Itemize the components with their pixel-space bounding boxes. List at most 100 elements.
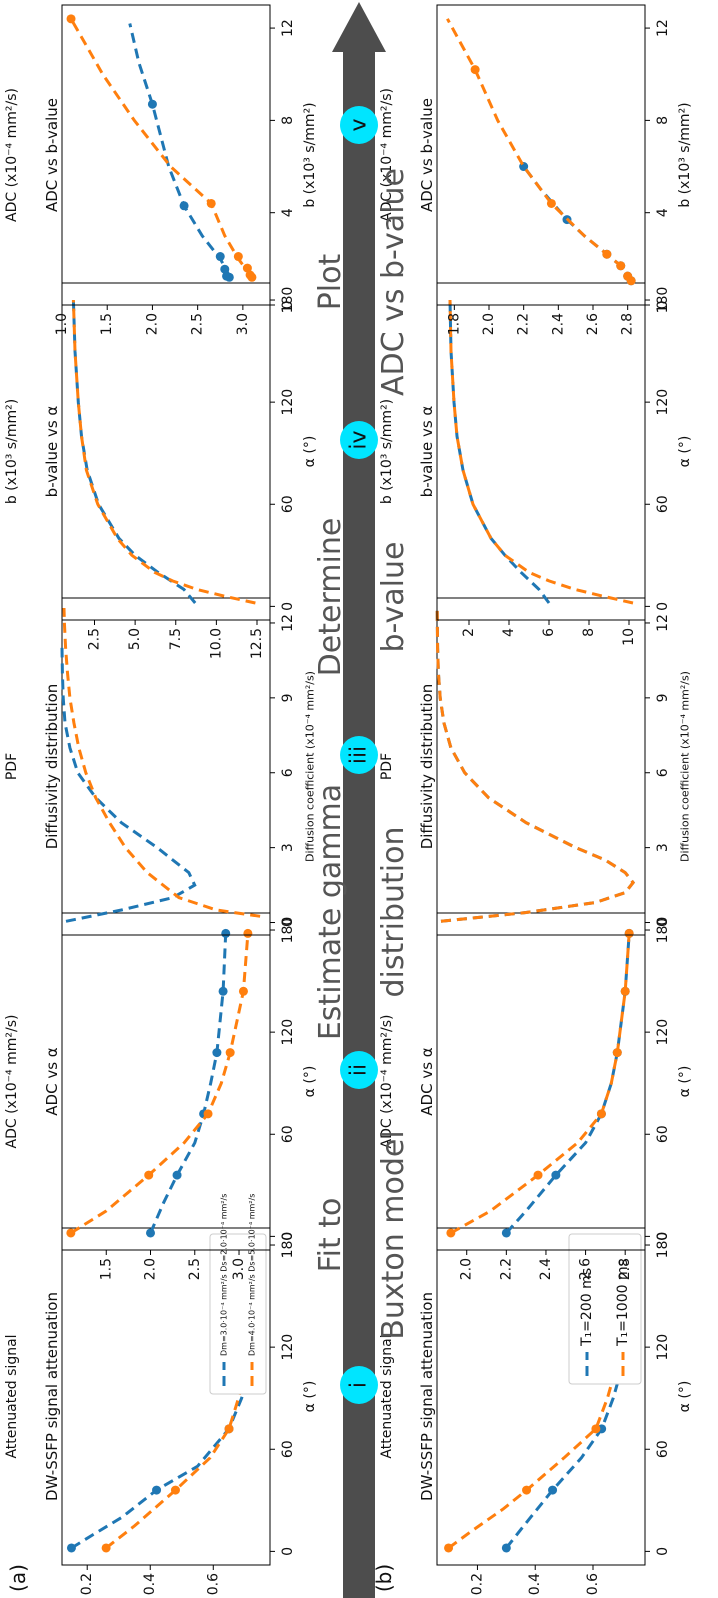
series-line-orange xyxy=(451,933,629,1233)
step-v: v xyxy=(340,106,378,144)
series-line-blue xyxy=(450,300,549,603)
y-tick-label: 2.4 xyxy=(550,313,566,335)
x-tick-label: 9 xyxy=(655,693,671,702)
step-numeral: v xyxy=(347,118,372,131)
x-tick-label: 12 xyxy=(655,614,671,632)
series-line-orange xyxy=(447,19,631,281)
data-point xyxy=(502,1228,511,1237)
data-point xyxy=(243,264,252,273)
step-caption-bottom: distribution xyxy=(376,827,411,998)
step-caption-bottom: Buxton model xyxy=(376,1130,411,1339)
data-point xyxy=(67,14,76,23)
series-line-orange xyxy=(73,300,255,603)
chart-title: Diffusivity distribution xyxy=(418,684,436,850)
data-point xyxy=(625,929,634,938)
y-tick-label: 0.6 xyxy=(585,1573,601,1595)
y-tick-label: 2.4 xyxy=(538,1258,554,1280)
data-point xyxy=(207,199,216,208)
series-line-orange xyxy=(64,608,260,916)
y-axis-label: PDF xyxy=(4,753,20,780)
series-line-orange xyxy=(71,19,252,278)
step-caption-top: Determine xyxy=(313,518,348,677)
data-point xyxy=(616,261,625,270)
x-tick-label: 3 xyxy=(655,843,671,852)
y-tick-label: 0.4 xyxy=(527,1573,543,1595)
step-i: i xyxy=(340,1366,378,1404)
data-point xyxy=(602,250,611,259)
series-line-blue xyxy=(130,24,230,278)
x-tick-label: 0 xyxy=(655,301,671,310)
data-point xyxy=(146,1228,155,1237)
data-point xyxy=(219,987,228,996)
data-point xyxy=(173,1171,182,1180)
y-tick-label: 6 xyxy=(541,628,557,637)
data-point xyxy=(613,1048,622,1057)
plot-frame xyxy=(437,283,645,620)
step-caption-top: Plot xyxy=(313,253,348,310)
x-tick-label: 120 xyxy=(655,389,671,416)
y-tick-label: 2.0 xyxy=(481,313,497,335)
series-line-blue xyxy=(62,648,195,921)
y-tick-label: 2.0 xyxy=(143,1258,159,1280)
y-tick-label: 0.6 xyxy=(205,1573,221,1595)
series-line-blue xyxy=(151,933,226,1233)
step-numeral: iv xyxy=(347,430,372,449)
y-axis-label: Attenuated signal xyxy=(4,1334,20,1458)
plot-frame xyxy=(437,913,645,1250)
x-axis-label: α (°) xyxy=(302,436,318,468)
x-tick-label: 6 xyxy=(280,768,296,777)
y-tick-label: 3.0 xyxy=(235,313,251,335)
y-tick-label: 2 xyxy=(461,628,477,637)
y-tick-label: 8 xyxy=(581,628,597,637)
chart-b3: 0 3 6 9 12 Diffusion coefficient (x10⁻⁴ mm²/s… xyxy=(379,598,692,935)
x-tick-label: 12 xyxy=(655,19,671,37)
y-tick-label: 4 xyxy=(501,628,517,637)
chart-a2: 0601201801.5 2.0 2.5 3.0α (°)ADC (x10⁻⁴ mm²… xyxy=(4,913,318,1280)
y-tick-label: 2.5 xyxy=(190,313,206,335)
x-tick-label: 8 xyxy=(655,116,671,125)
data-point xyxy=(102,1543,111,1552)
x-tick-label: 0 xyxy=(655,602,671,611)
x-tick-label: 9 xyxy=(280,693,296,702)
chart-title: ADC vs α xyxy=(43,1047,61,1116)
y-tick-label: 2.2 xyxy=(498,1258,514,1280)
y-tick-label: 2.8 xyxy=(620,313,636,335)
y-tick-label: 3.0 xyxy=(231,1258,247,1280)
x-tick-label: 120 xyxy=(655,1334,671,1361)
panel-label-a: (a) xyxy=(6,1564,30,1592)
y-axis-label: Attenuated signal xyxy=(379,1334,395,1458)
data-point xyxy=(152,1486,161,1495)
y-tick-label: 2.8 xyxy=(617,1258,633,1280)
y-tick-label: 2.0 xyxy=(459,1258,475,1280)
data-point xyxy=(522,1486,531,1495)
y-tick-label: 0.2 xyxy=(79,1573,95,1595)
data-point xyxy=(66,1228,75,1237)
y-axis-label: b (x10³ s/mm²) xyxy=(4,399,20,504)
y-tick-label: 2.5 xyxy=(187,1258,203,1280)
arrow-head xyxy=(332,2,386,52)
data-point xyxy=(621,987,630,996)
plot-frame xyxy=(437,598,645,935)
data-point xyxy=(148,100,157,109)
step-caption-top: Fit to xyxy=(313,1198,348,1273)
series-line-blue xyxy=(437,611,633,922)
chart-title: DW-SSFP signal attenuation xyxy=(418,1292,436,1501)
series-line-orange xyxy=(437,611,633,922)
data-point xyxy=(444,1543,453,1552)
x-tick-label: 0 xyxy=(655,1232,671,1241)
step-ii: ii xyxy=(340,1051,378,1089)
x-tick-label: 0 xyxy=(280,918,296,927)
data-point xyxy=(502,1543,511,1552)
data-point xyxy=(243,929,252,938)
x-tick-label: 60 xyxy=(655,1125,671,1143)
x-axis-label: α (°) xyxy=(302,1381,318,1413)
data-point xyxy=(534,1171,543,1180)
y-tick-label: 12.5 xyxy=(249,628,265,659)
y-axis-label: ADC (x10⁻⁴ mm²/s) xyxy=(4,88,20,222)
x-tick-label: 60 xyxy=(655,495,671,513)
y-axis-label: ADC (x10⁻⁴ mm²/s) xyxy=(4,1015,20,1149)
x-tick-label: 0 xyxy=(280,602,296,611)
series-line-blue xyxy=(524,167,631,281)
